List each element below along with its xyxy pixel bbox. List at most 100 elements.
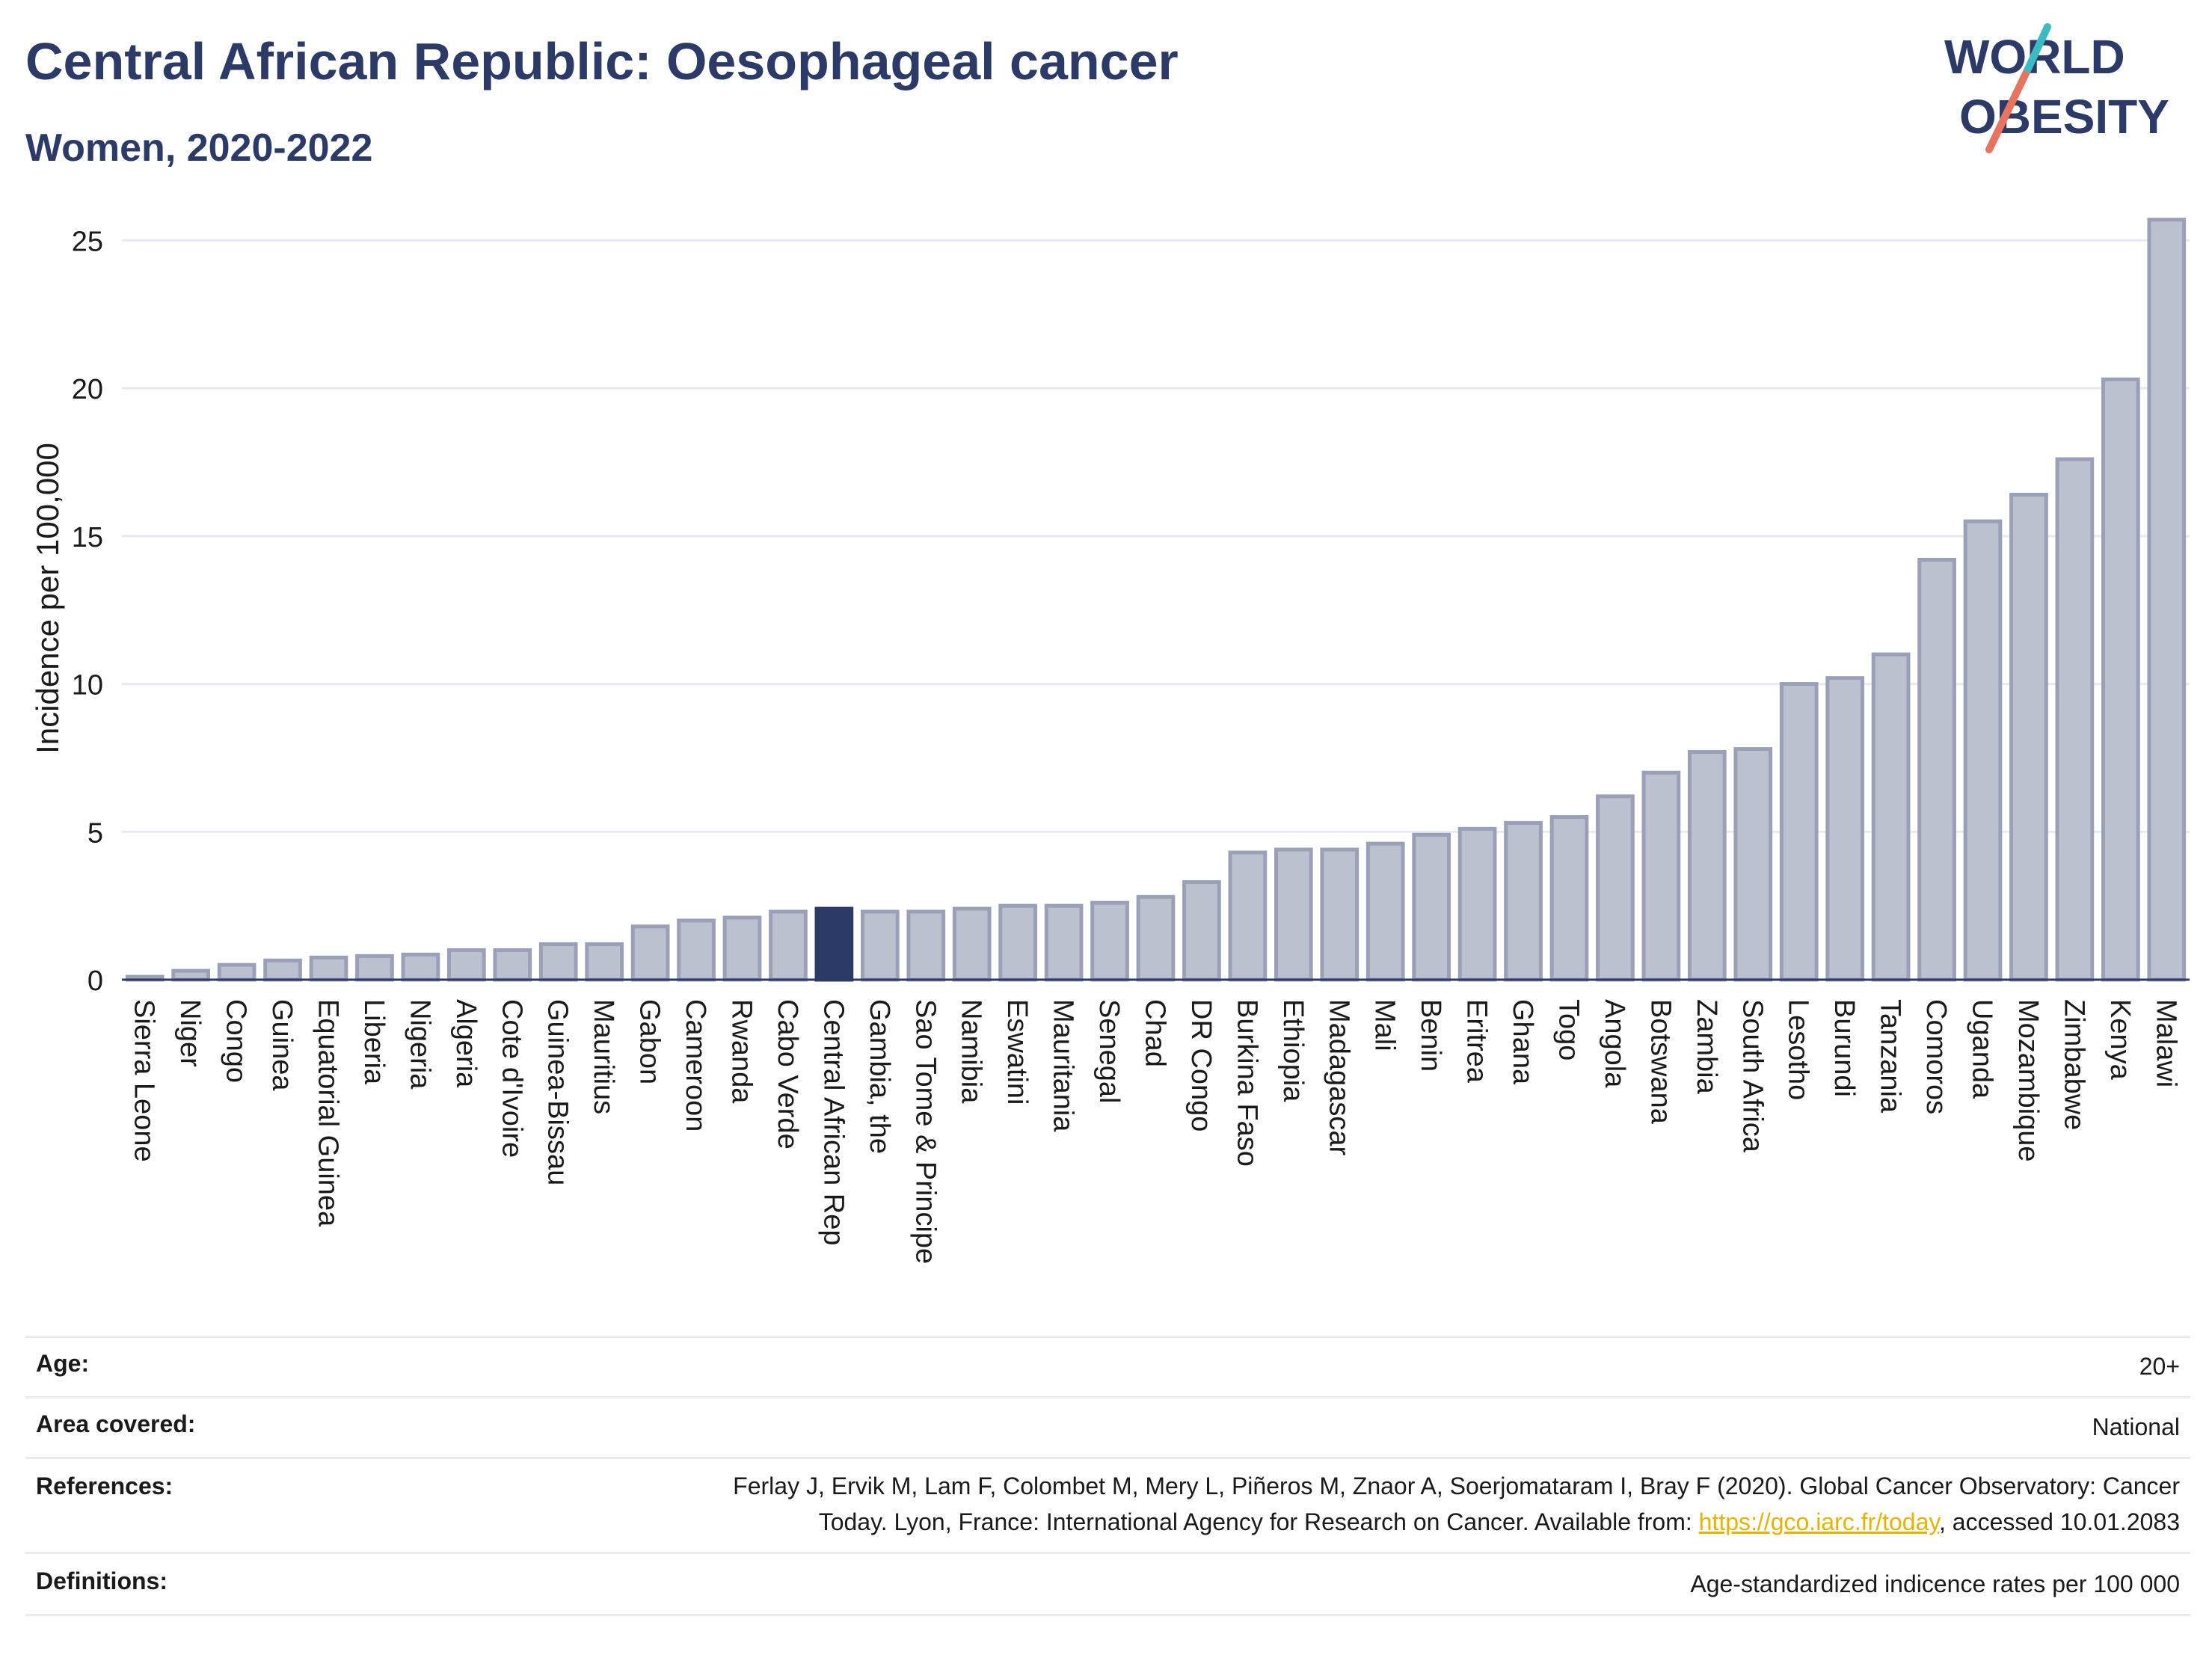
x-tick-label: Angola [1599,999,1630,1088]
bar [814,906,854,982]
bar [2055,457,2095,982]
meta-label-references: References: [36,1473,173,1499]
bar [1871,652,1911,982]
x-tick-label: Chad [1140,999,1171,1067]
bar [677,918,716,982]
x-tick-label: Tanzania [1875,999,1906,1114]
x-tick-label: Benin [1415,999,1446,1072]
meta-value-area: National [2092,1413,2180,1440]
reference-link[interactable]: https://gco.iarc.fr/today [1698,1508,1939,1535]
x-tick-label: Congo [221,999,252,1083]
meta-row-references: References: Ferlay J, Ervik M, Lam F, Co… [25,1457,2190,1552]
x-tick-label: Mauritius [588,999,619,1114]
bar [1090,900,1129,982]
x-tick-label: Equatorial Guinea [313,999,344,1227]
x-tick-label: Nigeria [404,999,435,1090]
bar [1733,747,1773,982]
bar [446,948,486,982]
y-tick-label: 0 [87,965,103,997]
y-axis-ticks: 0 5 10 15 20 25 [72,226,103,997]
x-tick-label: Ethiopia [1277,999,1309,1102]
meta-label-age: Age: [36,1350,90,1377]
bar [1136,894,1176,982]
x-tick-label: Cabo Verde [772,999,803,1149]
x-tick-label: Namibia [956,999,987,1104]
y-tick-label: 10 [72,670,103,701]
x-tick-label: Malawi [2150,999,2181,1087]
meta-value-references: Ferlay J, Ervik M, Lam F, Colombet M, Me… [733,1468,2180,1540]
reference-line-2-post: , accessed 10.01.2083 [1938,1508,2180,1535]
bar [1687,750,1727,982]
x-tick-label: Senegal [1093,999,1125,1103]
logo-slash-teal [2024,23,2051,73]
bar [2009,492,2048,982]
y-tick-label: 20 [72,374,103,405]
bar [1412,832,1451,982]
logo-slash-red [1985,65,2032,153]
meta-value-age: 20+ [2139,1353,2180,1380]
bar [1274,847,1313,982]
meta-value-definitions: Age-standardized indicence rates per 100… [1690,1570,2180,1597]
x-tick-label: Gambia, the [864,999,895,1154]
y-tick-label: 15 [72,522,103,553]
x-tick-label: Niger [174,999,206,1067]
x-tick-label: Guinea-Bissau [542,999,574,1185]
y-tick-label: 25 [72,226,103,257]
bar [401,952,440,982]
x-tick-label: Mali [1369,999,1401,1051]
bar [769,909,808,982]
bar [263,958,302,982]
bar [2147,218,2187,982]
x-tick-label: Botswana [1644,999,1676,1125]
bar [217,962,256,982]
meta-row-age: Age: 20+ [25,1336,2190,1396]
x-tick-label: Uganda [1967,999,1998,1099]
x-tick-label: Guinea [266,999,298,1091]
bar [1963,519,2003,982]
bar [1596,794,1635,982]
bar [1457,826,1497,982]
bar [309,955,348,982]
x-tick-label: Togo [1553,999,1585,1060]
x-tick-label: Algeria [450,999,482,1088]
bar [1365,841,1405,982]
x-tick-label: Cote d'Ivoire [496,999,527,1158]
reference-line-2-pre: Today. Lyon, France: International Agenc… [818,1508,1699,1535]
page-subtitle: Women, 2020-2022 [25,126,373,170]
bar [998,903,1038,982]
bar [1641,770,1681,982]
bar [1228,850,1268,982]
x-tick-label: Zambia [1691,999,1722,1095]
bar [1549,815,1589,982]
meta-row-area: Area covered: National [25,1396,2190,1457]
bar [1917,557,1956,982]
bars [125,218,2187,982]
x-axis-labels: Sierra Leone Niger Congo Guinea Equatorial G… [129,999,2182,1264]
x-tick-label: Burundi [1828,999,1860,1097]
bar [1504,820,1543,982]
bar [1825,676,1865,982]
x-tick-label: Liberia [358,999,390,1085]
x-tick-label: Lesotho [1783,999,1814,1100]
meta-label-definitions: Definitions: [36,1568,168,1594]
bar [1044,903,1084,982]
x-tick-label: Mauritania [1048,999,1079,1132]
bar-chart: 0 5 10 15 20 25 Sierra Leone Niger Congo Guinea E… [30,218,2190,1264]
x-tick-label: South Africa [1736,999,1768,1153]
x-tick-label: Burkina Faso [1231,999,1262,1167]
x-tick-label: Madagascar [1323,999,1354,1155]
x-tick-label: Gabon [634,999,666,1084]
bar [585,942,624,982]
x-tick-label: Sao Tome & Principe [909,999,941,1264]
x-tick-label: Mozambique [2012,999,2044,1162]
bar [1182,880,1221,982]
reference-line-1: Ferlay J, Ervik M, Lam F, Colombet M, Me… [733,1473,2180,1499]
bar [2101,377,2140,982]
bar [860,909,900,982]
x-tick-label: Zimbabwe [2058,999,2089,1130]
bar [171,968,211,982]
x-tick-label: Central African Rep [817,999,849,1246]
x-tick-label: DR Congo [1185,999,1217,1132]
x-tick-label: Ghana [1507,999,1538,1085]
x-tick-label: Eritrea [1461,999,1493,1084]
